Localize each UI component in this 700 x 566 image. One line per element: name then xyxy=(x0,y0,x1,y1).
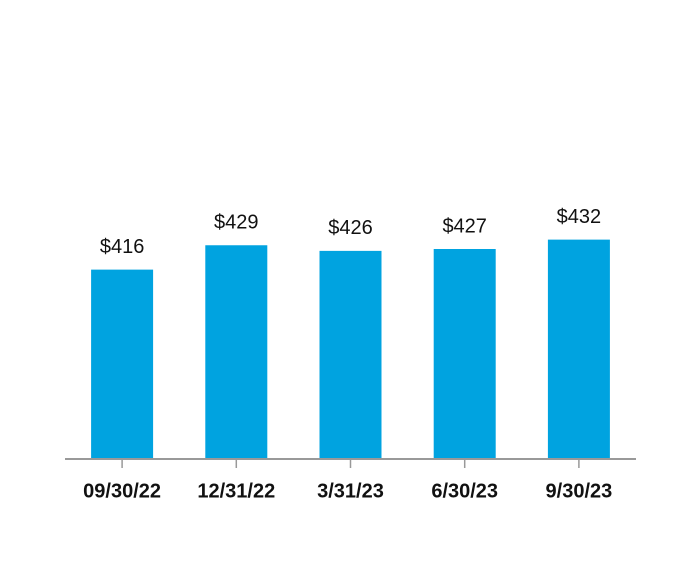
x-tick-label: 3/31/23 xyxy=(317,480,384,502)
x-tick-label: 12/31/22 xyxy=(197,480,275,502)
x-tick-label: 6/30/23 xyxy=(431,480,498,502)
bar xyxy=(91,269,154,459)
x-tick-label: 09/30/22 xyxy=(83,480,161,502)
value-label: $432 xyxy=(557,206,602,228)
bar xyxy=(433,249,496,459)
bar xyxy=(319,250,382,459)
value-label: $429 xyxy=(214,212,259,234)
value-label: $416 xyxy=(100,236,145,258)
value-label: $427 xyxy=(442,215,487,237)
x-tick-label: 9/30/23 xyxy=(546,480,613,502)
value-label: $426 xyxy=(328,217,373,239)
bar xyxy=(547,239,610,459)
bar xyxy=(205,245,268,459)
